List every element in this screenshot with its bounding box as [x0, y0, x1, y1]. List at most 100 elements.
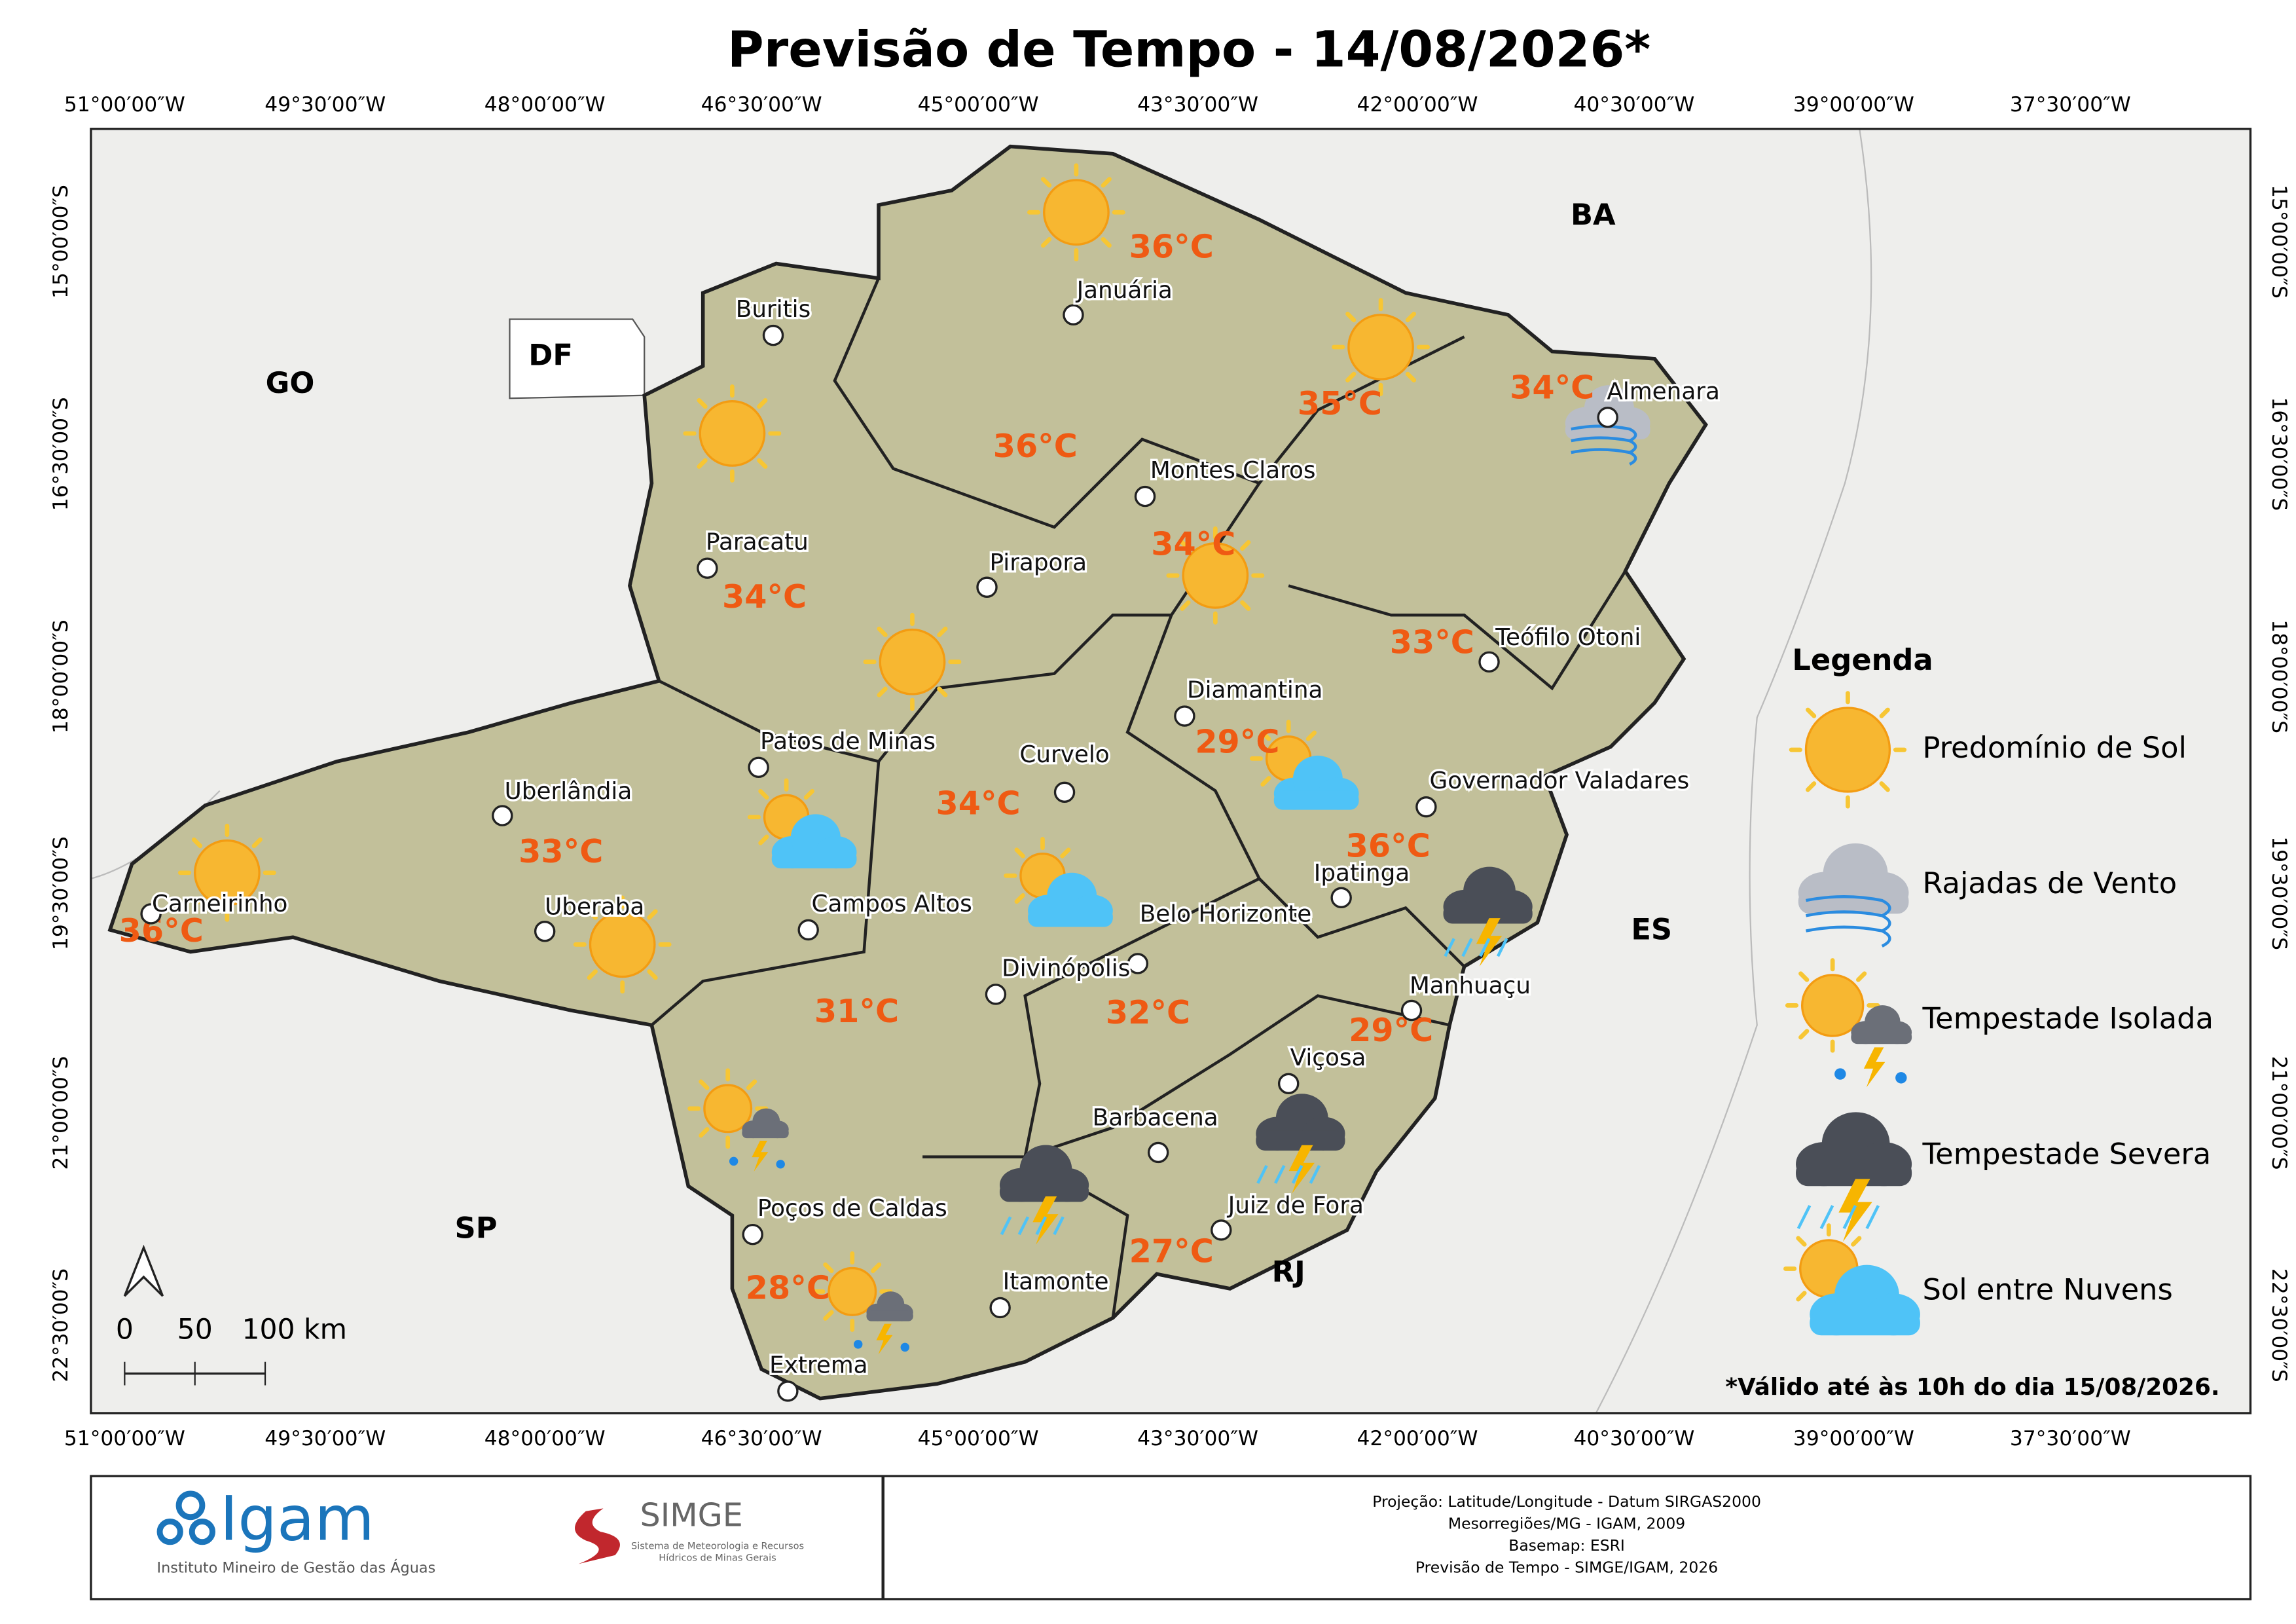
temperature: 36°C [993, 427, 1078, 465]
city-marker [985, 984, 1007, 1005]
rain-drop [729, 1156, 738, 1166]
state-label: ES [1631, 912, 1672, 946]
rain [1796, 1205, 1812, 1229]
cloud-part [1796, 1160, 1912, 1187]
sun-ray [937, 626, 948, 638]
simge-name: SIMGE [640, 1496, 743, 1534]
sun-ray [1405, 371, 1417, 382]
sun-ray [1101, 177, 1112, 188]
weather-icon [1785, 958, 1912, 1088]
longitude-label: 45°00′00″W [918, 1427, 1039, 1450]
rain [1865, 1205, 1880, 1229]
logo-drop [156, 1518, 183, 1545]
city-label: Januária [1076, 277, 1173, 304]
simge-logo: SIMGE Sistema de Meteorologia e Recursos… [575, 1496, 804, 1564]
sun-ray [758, 788, 769, 800]
longitude-label: 43°30′00″W [1137, 1427, 1258, 1450]
sun-ray [191, 837, 203, 849]
city-marker [1400, 999, 1423, 1022]
latitude-label: 15°00′00″S [2267, 185, 2291, 299]
rain [1053, 1216, 1065, 1236]
minas-gerais [107, 144, 1708, 1401]
legend-label: Tempestade Severa [1922, 1137, 2211, 1172]
coastline [1595, 128, 1872, 1414]
legend-label: Tempestade Isolada [1922, 1001, 2214, 1036]
temperature: 34°C [1151, 525, 1235, 563]
temperature: 36°C [1129, 228, 1214, 266]
city-marker [1147, 1141, 1169, 1164]
rain [1819, 1205, 1834, 1229]
cloud-part [1256, 1130, 1345, 1151]
sun-ray [1101, 237, 1112, 248]
city-marker [762, 324, 784, 346]
wind [1806, 895, 1891, 917]
rain [1309, 1165, 1321, 1184]
latitude-label: 22°30′00″S [2267, 1268, 2291, 1382]
longitude-label: 46°30′00″W [701, 1427, 822, 1450]
latitude-label: 19°30′00″S [2267, 836, 2291, 950]
weather-icon [1256, 1094, 1345, 1194]
sun-ray [699, 1127, 710, 1138]
rain [1291, 1165, 1303, 1184]
sun-ray [937, 686, 948, 697]
sun-ray [647, 909, 658, 920]
sun-ray [1806, 781, 1817, 792]
legend-label: Predomínio de Sol [1922, 730, 2186, 765]
sun [1800, 974, 1865, 1037]
weather-icon [1004, 837, 1113, 927]
sun-ray [587, 909, 598, 920]
longitude-label: 43°30′00″W [1137, 93, 1258, 117]
city-marker [1415, 796, 1437, 818]
city-label: Manhuaçu [1410, 972, 1531, 999]
sun-ray [251, 897, 263, 908]
state-label: DF [528, 338, 573, 373]
sun-ray [1260, 730, 1271, 741]
sun-ray [1798, 971, 1810, 982]
city-label: Curvelo [1019, 741, 1109, 768]
longitude-label: 42°00′00″W [1357, 93, 1478, 117]
logo-drop [189, 1518, 216, 1545]
legend-label: Sol entre Nuvens [1922, 1272, 2172, 1306]
sun [1804, 707, 1891, 793]
city-label: Uberlândia [505, 778, 632, 805]
city-label: Patos de Minas [760, 728, 936, 755]
region-border [658, 482, 1261, 764]
sun [589, 911, 656, 978]
city-label: Poços de Caldas [757, 1195, 947, 1222]
city-marker [1211, 1219, 1232, 1241]
sun-ray [1060, 847, 1071, 858]
weather-icon [687, 1068, 789, 1172]
weather-icon [1332, 298, 1430, 396]
logo-drop [175, 1490, 206, 1521]
city-marker [797, 919, 819, 941]
simge-subtitle: Hídricos de Minas Gerais [659, 1553, 776, 1563]
state-label: SP [455, 1210, 498, 1245]
city-label: Viçosa [1290, 1044, 1366, 1071]
city-marker [1053, 781, 1076, 803]
region-border [833, 278, 1465, 529]
cloud-part [1028, 908, 1113, 927]
city-marker [534, 921, 556, 942]
weather-icon [1783, 1223, 1920, 1336]
city-marker [742, 1223, 763, 1246]
city-label: Carneirinho [152, 891, 287, 917]
wind [1571, 436, 1637, 454]
city-marker [697, 557, 718, 579]
longitude-label: 42°00′00″W [1357, 1427, 1478, 1450]
region-border [1258, 877, 1466, 968]
city-label: Teófilo Otoni [1495, 624, 1641, 651]
latitude-label: 16°30′00″S [2267, 397, 2291, 511]
weather-icon [863, 612, 962, 711]
lightning [1288, 1145, 1315, 1194]
sun-ray [746, 1079, 757, 1090]
weather-icon [1789, 691, 1907, 809]
scale-label: 50 [177, 1314, 213, 1346]
city-marker [492, 805, 513, 826]
cloud-part [866, 1310, 913, 1321]
rain-drop [1834, 1068, 1846, 1080]
rain [1274, 1165, 1286, 1184]
igam-name: Igam [220, 1484, 374, 1555]
sun-ray [191, 897, 203, 908]
simge-subtitle: Sistema de Meteorologia e Recursos [631, 1541, 804, 1551]
sun-ray [757, 397, 768, 409]
